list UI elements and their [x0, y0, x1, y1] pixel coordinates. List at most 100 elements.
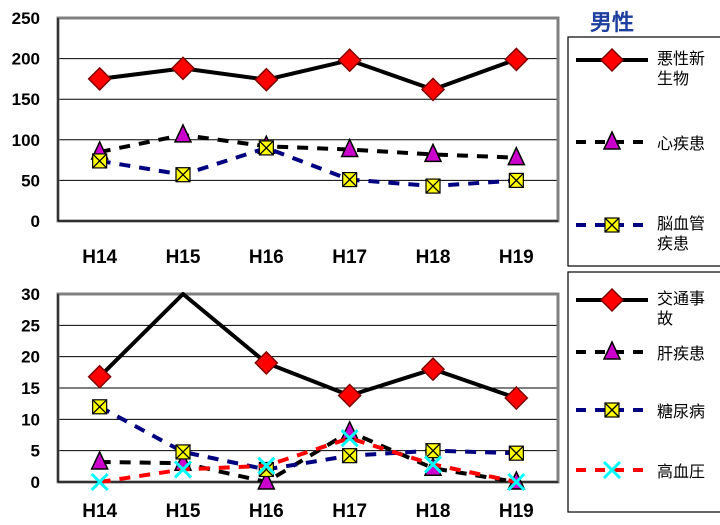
- legend-label: 疾患: [657, 234, 689, 253]
- data-point: [337, 48, 362, 73]
- data-point: [87, 66, 112, 91]
- y-tick-label: 50: [21, 171, 40, 190]
- legend-label: 肝疾患: [657, 344, 705, 363]
- x-tick-label: H18: [416, 501, 451, 522]
- x-tick-label: H16: [249, 247, 284, 268]
- y-tick-label: 200: [12, 50, 40, 69]
- data-point: [342, 171, 358, 188]
- legend-label: 故: [657, 309, 673, 328]
- x-tick-label: H19: [499, 247, 534, 268]
- data-point: [92, 153, 108, 169]
- data-point: [342, 448, 358, 464]
- data-point: [258, 140, 274, 156]
- series-line: [98, 405, 517, 472]
- legend-label: 心疾患: [657, 134, 705, 153]
- series-心疾患: [90, 123, 526, 166]
- y-tick-label: 25: [21, 316, 40, 335]
- data-point: [90, 472, 109, 492]
- chart-1: 0 50 100 150 200 250 H14 H15 H16 H17 H18 H19 男性悪性新生物…: [12, 9, 720, 268]
- legend-label: 糖尿病: [657, 402, 705, 421]
- chart-2: 0 5 10 15 20 25 30 H14 H15 H16 H17 H18 H19 交通事故肝疾患糖尿病…: [21, 271, 720, 522]
- legend-marker: [602, 460, 622, 480]
- data-point: [423, 142, 443, 163]
- legend-label: 高血圧: [657, 462, 705, 481]
- data-point: [87, 364, 112, 389]
- series-line: [99, 57, 518, 92]
- data-point: [170, 56, 196, 81]
- series-line: [99, 429, 517, 484]
- data-point: [425, 443, 441, 459]
- legend-label: 交通事: [657, 289, 705, 308]
- y-tick-label: 5: [31, 442, 40, 461]
- y-tick-label: 15: [21, 379, 40, 398]
- y-tick-label: 0: [31, 473, 40, 492]
- series-交通事故: [87, 292, 529, 411]
- series-line: [99, 145, 517, 189]
- y-tick-label: 0: [31, 212, 40, 231]
- legend-entry: 高血圧: [576, 460, 705, 481]
- x-tick-label: H19: [499, 501, 534, 522]
- x-tick-label: H14: [82, 501, 117, 522]
- legend-marker: [599, 287, 625, 313]
- legend-label: 悪性新: [657, 49, 705, 68]
- y-tick-label: 100: [12, 131, 40, 150]
- series-line: [98, 292, 517, 400]
- data-point: [507, 472, 526, 492]
- data-point: [340, 429, 359, 448]
- data-point: [254, 350, 279, 375]
- x-tick-label: H15: [166, 501, 201, 522]
- data-point: [504, 385, 529, 411]
- legend-marker: [602, 340, 622, 360]
- y-tick-label: 30: [21, 285, 40, 304]
- legend-box: [567, 271, 720, 513]
- series-糖尿病: [92, 399, 524, 478]
- y-tick-label: 250: [12, 9, 40, 28]
- series-高血圧: [90, 429, 526, 492]
- legend-entry: 糖尿病: [576, 402, 705, 421]
- x-tick-label: H16: [249, 501, 284, 522]
- legend-marker: [602, 130, 622, 150]
- series-脳血管疾患: [92, 140, 524, 194]
- legend-marker: [604, 402, 620, 418]
- series-line: [99, 132, 517, 160]
- data-point: [507, 145, 526, 166]
- series-line: [99, 436, 517, 484]
- y-tick-label: 150: [12, 90, 40, 109]
- legend-entry: 心疾患: [576, 130, 705, 153]
- data-point: [420, 357, 446, 382]
- x-tick-label: H17: [332, 247, 367, 268]
- plot-frame: [56, 16, 560, 223]
- data-point: [340, 137, 359, 158]
- data-point: [90, 450, 109, 470]
- data-point: [504, 47, 529, 72]
- data-point: [508, 445, 524, 461]
- legend-label: 脳血管: [657, 214, 705, 233]
- data-point: [257, 470, 276, 490]
- data-point: [508, 172, 524, 188]
- x-tick-label: H18: [416, 247, 451, 268]
- legend-entry: 肝疾患: [576, 340, 705, 363]
- data-point: [92, 399, 108, 415]
- data-point: [425, 178, 441, 194]
- series-肝疾患: [90, 420, 526, 490]
- data-point: [173, 123, 193, 143]
- y-tick-label: 20: [21, 348, 40, 367]
- x-tick-label: H15: [166, 247, 201, 268]
- series-悪性新生物: [87, 47, 529, 102]
- legend-label: 生物: [657, 69, 689, 88]
- data-point: [420, 77, 446, 102]
- data-point: [423, 455, 443, 474]
- legend-marker: [604, 217, 620, 233]
- x-tick-label: H14: [82, 247, 117, 268]
- legend-marker: [599, 47, 625, 73]
- data-point: [175, 167, 191, 183]
- data-point: [254, 67, 279, 92]
- legend-box: [567, 36, 720, 267]
- data-point: [257, 456, 276, 475]
